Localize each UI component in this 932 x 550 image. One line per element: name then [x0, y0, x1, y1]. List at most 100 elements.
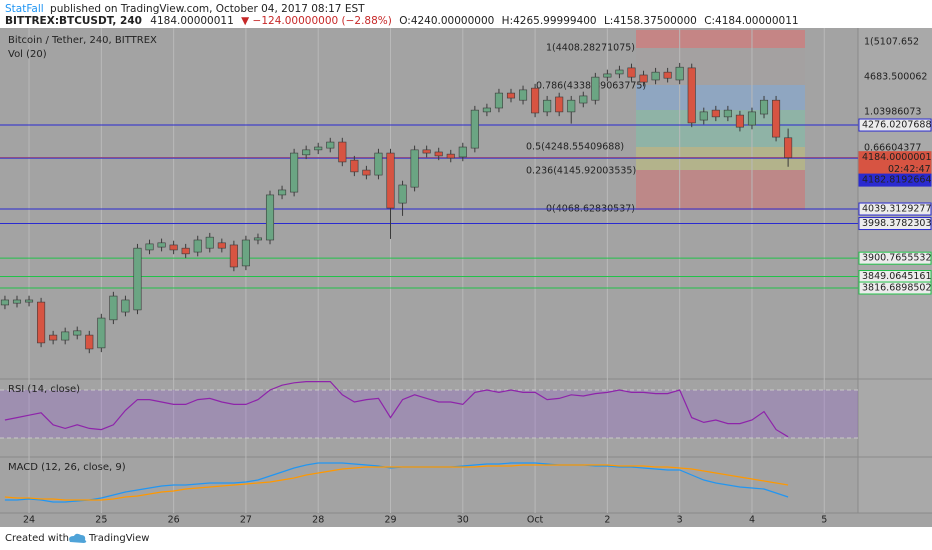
footer-text: Created with — [5, 533, 69, 544]
x-tick-label: 4 — [749, 515, 755, 526]
x-tick-label: Oct — [527, 515, 544, 526]
countdown: 02:42:47 — [888, 164, 931, 175]
x-tick-label: 28 — [312, 515, 324, 526]
axis-annotation: 0.66604377 — [864, 143, 921, 154]
fib-band — [636, 170, 805, 210]
candle-body — [398, 184, 407, 204]
price-label-box — [858, 281, 932, 295]
candle-body — [422, 149, 431, 154]
candle-body — [579, 95, 588, 104]
price-label-box — [858, 217, 932, 231]
candle-body — [687, 67, 696, 124]
tradingview-logo — [69, 533, 87, 543]
candle-body — [278, 189, 287, 196]
price-label: 3816.68985023 — [862, 283, 932, 294]
pane-title: MACD (12, 26, close, 9) — [8, 462, 126, 473]
candle-body — [555, 96, 564, 113]
candle-body — [302, 149, 311, 156]
candle-body — [362, 169, 371, 176]
change: ▼ −124.00000000 (−2.88%) — [241, 15, 392, 27]
indicator-line — [4, 381, 789, 438]
fib-label: 0.5(4248.55409688) — [526, 142, 624, 153]
price-label: 4039.31292776 — [862, 204, 932, 215]
candle-body — [651, 71, 660, 81]
candle-body — [181, 247, 190, 255]
candle-body — [85, 334, 94, 350]
candle-body — [506, 92, 516, 99]
candle-body — [338, 141, 347, 163]
x-tick-label: 2 — [604, 515, 610, 526]
candle-body — [157, 242, 166, 248]
candle-body — [675, 66, 684, 81]
candle-body — [723, 109, 732, 118]
candle-body — [169, 244, 178, 251]
candle-body — [121, 299, 130, 313]
candle-body — [482, 107, 491, 113]
candle-body — [784, 137, 793, 158]
candle-body — [374, 152, 383, 176]
footer-brand: TradingView — [88, 533, 149, 544]
candle-body — [458, 146, 467, 158]
candle-body — [253, 237, 263, 241]
candle-body — [591, 76, 600, 101]
candle-body — [12, 299, 22, 304]
candle-body — [567, 99, 576, 113]
candle-body — [97, 317, 106, 349]
x-tick-label: 30 — [457, 515, 469, 526]
candle-body — [519, 89, 528, 101]
symbol: BITTREX:BTCUSDT, 240 — [5, 15, 142, 27]
fib-band — [636, 48, 805, 85]
candle-body — [410, 149, 419, 188]
price-label-box — [858, 173, 932, 187]
high: H:4265.99999400 — [502, 15, 597, 27]
candle-body — [217, 242, 226, 249]
candle-body — [494, 92, 503, 109]
candle-body — [470, 109, 479, 149]
candle-body — [446, 153, 455, 159]
price-label-box — [858, 151, 932, 177]
candle-body — [0, 299, 9, 306]
price-label-box — [858, 202, 932, 216]
candle-body — [326, 141, 335, 149]
candle-body — [699, 111, 708, 121]
candle-body — [663, 71, 672, 79]
last-price: 4184.00000011 — [150, 15, 234, 27]
candle-body — [735, 114, 744, 128]
candle-body — [772, 99, 781, 138]
x-tick-label: 3 — [677, 515, 683, 526]
candle-body — [133, 247, 142, 311]
candle-body — [265, 194, 275, 241]
candle-body — [314, 146, 323, 151]
price-label-box — [858, 118, 932, 132]
fib-label: 0.236(4145.92003535) — [526, 166, 636, 177]
axis-annotation: 4683.500062 — [864, 72, 927, 83]
price-label: 3900.76555326 — [862, 253, 932, 264]
low: L:4158.37500000 — [604, 15, 697, 27]
axis-annotation: 1(5107.652 — [864, 37, 919, 48]
fib-band — [636, 30, 805, 48]
candle-body — [205, 236, 214, 249]
candle-body — [61, 331, 70, 341]
candle-body — [711, 109, 720, 118]
footer-background — [0, 527, 932, 550]
candle-body — [434, 151, 443, 157]
price-label: 3849.06451613 — [862, 271, 932, 282]
published: published on TradingView.com, October 04… — [50, 3, 365, 15]
candle-body — [639, 74, 648, 83]
candle-body — [531, 87, 540, 114]
x-tick-label: 5 — [821, 515, 827, 526]
candle-body — [543, 99, 552, 113]
price-label-box — [858, 251, 932, 265]
header-line-2: BITTREX:BTCUSDT, 240 4184.00000011 ▼ −12… — [5, 15, 799, 27]
fib-label: 0.786(4338.89063775) — [536, 81, 646, 92]
candle-body — [49, 334, 58, 341]
indicator-line — [4, 464, 789, 501]
x-tick-label: 26 — [168, 515, 180, 526]
candle-body — [603, 73, 612, 78]
author: StatFall — [5, 3, 44, 15]
candle-body — [37, 301, 46, 344]
open: O:4240.00000000 — [399, 15, 494, 27]
candle-body — [73, 330, 82, 336]
